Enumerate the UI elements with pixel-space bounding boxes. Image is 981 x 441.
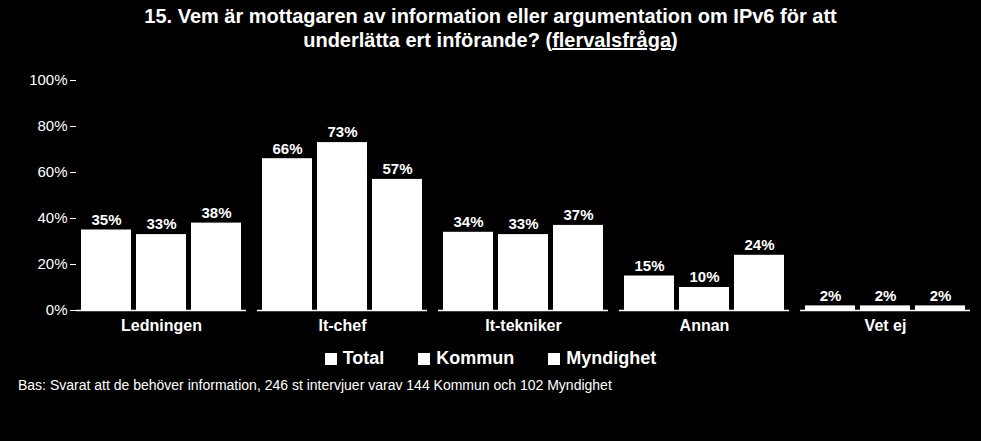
svg-text:35%: 35%	[91, 211, 121, 228]
svg-text:0%: 0%	[46, 301, 68, 318]
svg-text:60%: 60%	[37, 163, 67, 180]
html-text:Total: Total	[342, 348, 385, 368]
svg-text:34%: 34%	[453, 213, 483, 230]
svg-text:2%: 2%	[930, 287, 952, 304]
svg-text:24%: 24%	[744, 236, 774, 253]
svg-text:73%: 73%	[327, 123, 357, 140]
svg-text:80%: 80%	[37, 117, 67, 134]
svg-text:33%: 33%	[146, 215, 176, 232]
svg-text:37%: 37%	[563, 206, 593, 223]
svg-text:33%: 33%	[508, 215, 538, 232]
svg-text:Ledningen: Ledningen	[121, 317, 202, 334]
svg-text:Annan: Annan	[680, 317, 730, 334]
svg-text:2%: 2%	[875, 287, 897, 304]
html-text:Myndighet: Myndighet	[566, 348, 657, 368]
svg-text:It-tekniker: It-tekniker	[485, 317, 561, 334]
svg-text:100%: 100%	[29, 71, 67, 88]
html-text:Bas: Svarat att de behöver inf: Bas: Svarat att de behöver information, …	[18, 377, 612, 393]
svg-text:20%: 20%	[37, 255, 67, 272]
svg-text:It-chef: It-chef	[319, 317, 368, 334]
svg-text:38%: 38%	[201, 204, 231, 221]
svg-text:10%: 10%	[689, 268, 719, 285]
svg-text:Vet ej: Vet ej	[865, 317, 907, 334]
svg-text:66%: 66%	[272, 140, 302, 157]
svg-text:2%: 2%	[820, 287, 842, 304]
svg-text:57%: 57%	[382, 160, 412, 177]
svg-text:15%: 15%	[634, 257, 664, 274]
svg-text:40%: 40%	[37, 209, 67, 226]
html-text:Kommun: Kommun	[436, 348, 515, 368]
html-text:15. Vem är mottagaren av infor: 15. Vem är mottagaren av information ell…	[144, 5, 837, 51]
